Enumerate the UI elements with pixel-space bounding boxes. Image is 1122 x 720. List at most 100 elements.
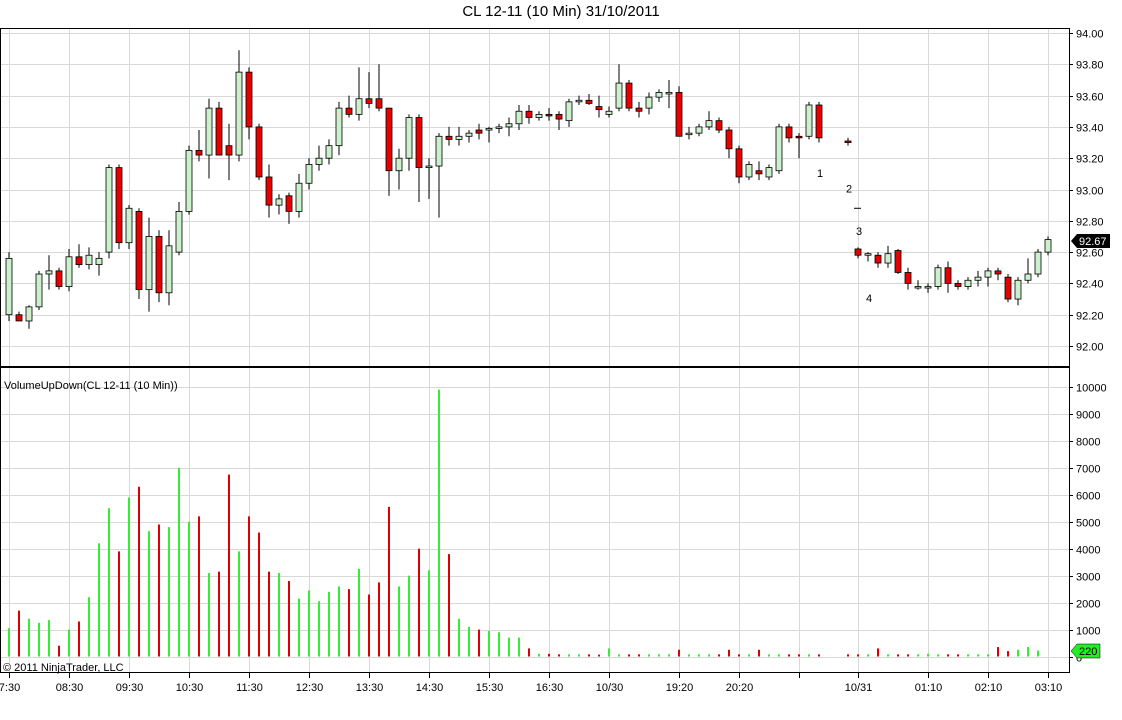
candle-body (105, 167, 113, 253)
volume-tick-label: 9000 (1076, 410, 1100, 422)
time-tick-label: 02:10 (975, 682, 1003, 694)
time-tick-label: 10/31 (845, 682, 873, 694)
candle-body (645, 96, 653, 109)
trade-annotation: 1 (817, 168, 823, 180)
candle-body (425, 165, 433, 168)
time-tick-label: 14:30 (416, 682, 444, 694)
candle-body (635, 107, 643, 112)
chart-title: CL 12-11 (10 Min) 31/10/2011 (462, 3, 660, 20)
candle-body (884, 253, 892, 264)
time-tick-label: 08:30 (56, 682, 84, 694)
candle-body (765, 167, 773, 178)
candle-body (864, 253, 872, 256)
volume-panel-frame (0, 367, 1070, 673)
time-tick-label: 09:30 (116, 682, 144, 694)
candle-body (75, 256, 83, 266)
candle-body (155, 236, 163, 294)
time-tick-label: 19:20 (666, 682, 694, 694)
candle-body (515, 110, 523, 125)
volume-tick-label: 2000 (1076, 599, 1100, 611)
candle-body (65, 256, 73, 287)
volume-tick-label: 8000 (1076, 437, 1100, 449)
candle-body (675, 92, 683, 137)
candle-body (615, 82, 623, 109)
trade-annotation: 2 (846, 184, 852, 196)
time-tick-label: 16:30 (536, 682, 564, 694)
last-price-label: 92.67 (1079, 236, 1107, 248)
price-tick-label: 93.00 (1076, 186, 1104, 198)
price-tick-label: 92.60 (1076, 248, 1104, 260)
candle-body (265, 176, 273, 206)
candle-body (275, 198, 283, 206)
volume-tick-label: 7000 (1076, 464, 1100, 476)
candle-body (944, 267, 952, 284)
price-tick-label: 92.40 (1076, 279, 1104, 291)
candle-body (685, 132, 693, 136)
trade-annotation: 4 (866, 293, 872, 305)
last-volume-label: 220 (1079, 646, 1097, 658)
candle-body (904, 272, 912, 284)
candle-body (974, 276, 982, 281)
candle-body (405, 117, 413, 159)
candle-body (555, 113, 563, 120)
price-tick-label: 92.00 (1076, 342, 1104, 354)
volume-tick-label: 10000 (1076, 383, 1107, 395)
time-tick-label: 01:10 (915, 682, 943, 694)
price-tick-label: 93.40 (1076, 123, 1104, 135)
volume-series (8, 389, 1039, 657)
candle-body (195, 149, 203, 156)
candle-body (934, 267, 942, 287)
candle-body (725, 129, 733, 150)
time-tick-label: 10/30 (596, 682, 624, 694)
candle-body (245, 71, 253, 128)
candle-body (485, 128, 493, 131)
candle-body (735, 148, 743, 178)
price-tick-label: 92.20 (1076, 311, 1104, 323)
volume-axis: 1000090008000700060005000400030002000100… (1069, 383, 1107, 665)
candle-body (165, 245, 173, 294)
candle-body (705, 120, 713, 128)
candle-body (1004, 276, 1012, 300)
candle-body (225, 145, 233, 156)
candle-body (285, 195, 293, 212)
candle-body (775, 126, 783, 172)
grid-lines (1, 29, 1069, 672)
volume-tick-label: 1000 (1076, 626, 1100, 638)
candle-body (365, 98, 373, 104)
candle-body (874, 254, 882, 264)
price-tick-label: 92.80 (1076, 217, 1104, 229)
chart-annotations: 1 2 3 4 (817, 168, 872, 305)
candle-body (375, 98, 383, 109)
candle-body (495, 126, 503, 129)
candle-body (55, 270, 63, 287)
trade-annotation: 3 (856, 226, 862, 238)
time-tick-label: 7:30 (0, 682, 20, 694)
candle-body (5, 257, 13, 316)
candle-body (994, 270, 1002, 275)
candle-body (954, 282, 962, 287)
candle-body (984, 270, 992, 278)
time-tick-label: 10:30 (176, 682, 204, 694)
time-tick-label: 03:10 (1035, 682, 1063, 694)
volume-tick-label: 5000 (1076, 518, 1100, 530)
price-axis: 94.00 93.80 93.60 93.40 93.20 93.00 92.80 92.60… (1069, 29, 1104, 354)
candle-body (914, 286, 922, 289)
candle-body (415, 117, 423, 168)
candle-body (565, 101, 573, 122)
candle-body (345, 107, 353, 115)
candle-body (85, 254, 93, 266)
candle-body (924, 286, 932, 289)
candle-body (815, 104, 823, 139)
candle-body (295, 182, 303, 212)
candle-body (1034, 251, 1042, 275)
candle-body (15, 314, 23, 322)
candle-body (655, 92, 663, 98)
candle-body (45, 270, 53, 275)
last-price-marker: 92.67 (1071, 234, 1110, 248)
candle-body (355, 98, 363, 115)
candle-body (185, 149, 193, 212)
volume-tick-label: 6000 (1076, 491, 1100, 503)
volume-tick-label: 3000 (1076, 572, 1100, 584)
candle-body (335, 107, 343, 147)
